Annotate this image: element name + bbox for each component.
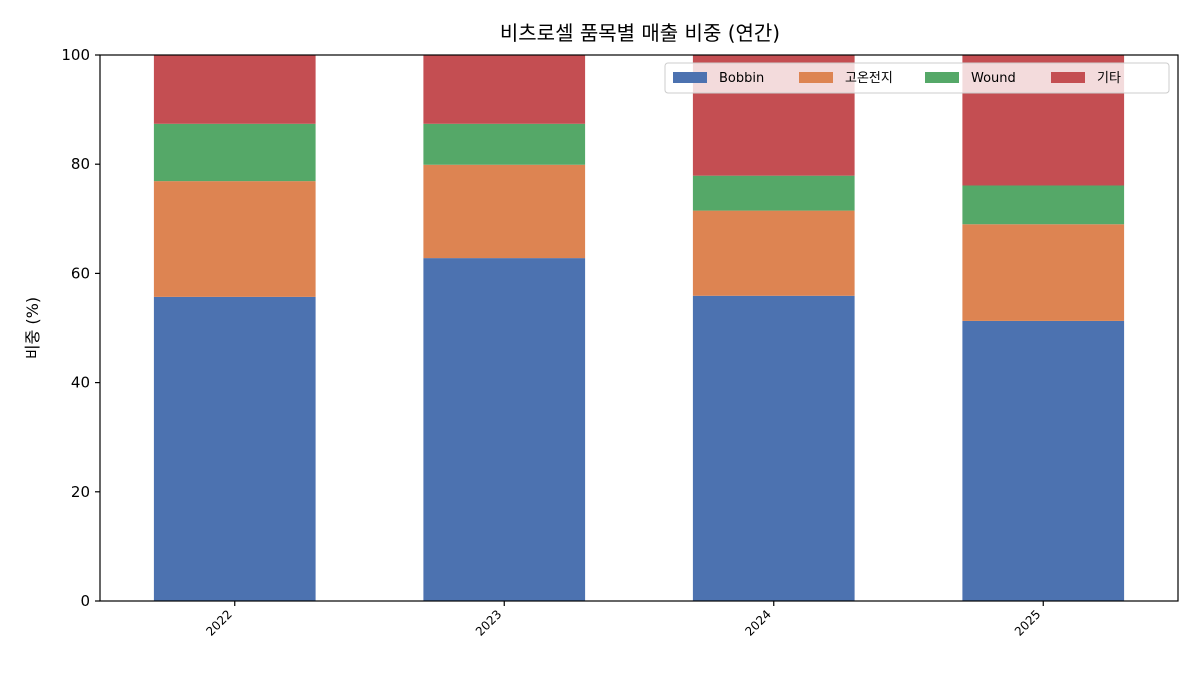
y-axis-label: 비중 (%) (23, 297, 42, 359)
bar-segment-2024-0 (692, 295, 855, 601)
bar-segment-2025-1 (962, 224, 1125, 321)
y-tick-label-20: 20 (71, 483, 90, 501)
x-tick-label-2023: 2023 (473, 607, 504, 638)
bar-segment-2023-1 (423, 164, 586, 259)
y-tick-label-0: 0 (80, 592, 90, 610)
legend-swatch-3 (1051, 72, 1085, 83)
x-tick-label-2022: 2022 (203, 607, 234, 638)
bar-segment-2023-0 (423, 258, 586, 601)
x-tick-label-2024: 2024 (742, 607, 773, 638)
bar-segment-2022-0 (153, 296, 316, 601)
bar-segment-2024-2 (692, 175, 855, 211)
legend-label-2: Wound (971, 71, 1016, 86)
chart-title: 비츠로셀 품목별 매출 비중 (연간) (500, 21, 780, 45)
bar-segment-2023-3 (423, 55, 586, 124)
x-tick-label-2025: 2025 (1012, 607, 1043, 638)
legend-swatch-1 (799, 72, 833, 83)
legend-swatch-0 (673, 72, 707, 83)
legend: Bobbin 고온전지 Wound 기타 (664, 62, 1170, 94)
y-tick-label-60: 60 (71, 264, 90, 282)
legend-label-3: 기타 (1097, 71, 1121, 86)
bar-segment-2023-2 (423, 123, 586, 165)
bar-segment-2022-1 (153, 181, 316, 297)
bar-segment-2025-2 (962, 185, 1125, 225)
legend-label-1: 고온전지 (845, 71, 893, 86)
bar-segment-2022-2 (153, 123, 316, 182)
y-tick-label-80: 80 (71, 155, 90, 173)
legend-box (664, 62, 1170, 94)
bar-segment-2024-1 (692, 210, 855, 296)
legend-label-0: Bobbin (719, 71, 764, 86)
legend-swatch-2 (925, 72, 959, 83)
plot-frame (99, 54, 1179, 602)
y-tick-label-100: 100 (61, 46, 90, 64)
bar-segment-2025-0 (962, 320, 1125, 601)
y-tick-label-40: 40 (71, 374, 90, 392)
bar-segment-2022-3 (153, 55, 316, 124)
bars-group (153, 55, 1125, 601)
